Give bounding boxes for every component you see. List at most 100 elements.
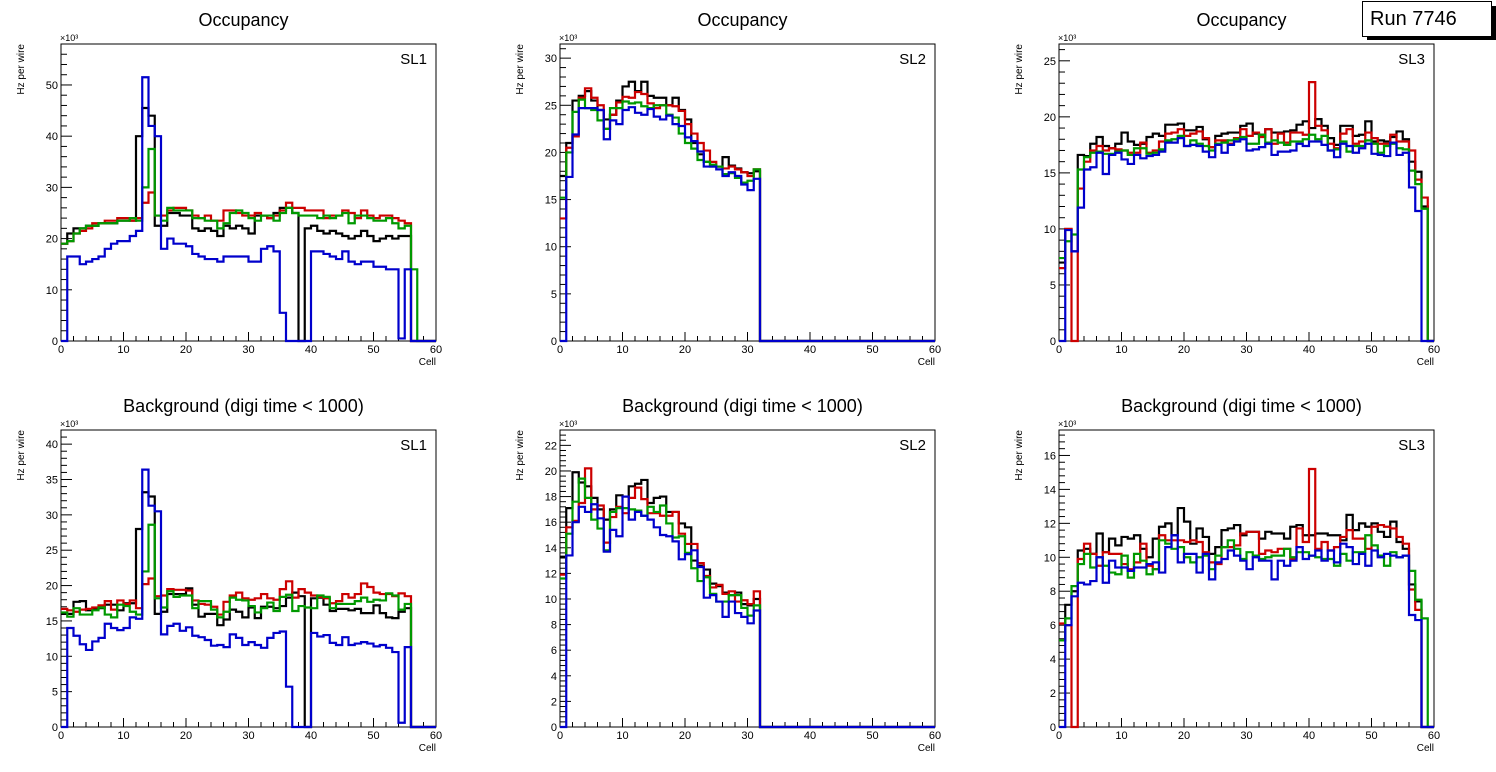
run-label: Run 7746	[1370, 8, 1457, 30]
series-green	[1059, 534, 1434, 729]
x-tick-label: 50	[367, 344, 379, 356]
y-tick-label: 10	[46, 651, 58, 663]
y-tick-label: 10	[46, 285, 58, 297]
y-axis-title: Hz per wire	[16, 44, 27, 95]
series-blue	[560, 106, 935, 343]
x-tick-label: 50	[367, 730, 379, 742]
y-tick-label: 5	[1050, 280, 1056, 292]
y-axis-title: Hz per wire	[16, 430, 27, 481]
x-axis-title: Cell	[918, 743, 935, 754]
x-tick-label: 10	[616, 730, 628, 742]
y-exponent-label: ×10³	[60, 33, 78, 43]
x-axis-title: Cell	[419, 357, 436, 368]
y-tick-label: 15	[1044, 168, 1056, 180]
y-tick-label: 30	[545, 53, 557, 65]
x-tick-label: 10	[616, 344, 628, 356]
x-tick-label: 10	[117, 344, 129, 356]
y-tick-label: 16	[1044, 450, 1056, 462]
y-tick-label: 6	[1050, 620, 1056, 632]
y-tick-label: 14	[545, 543, 557, 555]
y-tick-label: 12	[545, 568, 557, 580]
y-tick-label: 20	[545, 147, 557, 159]
x-tick-label: 40	[305, 344, 317, 356]
chart-title: Occupancy	[697, 10, 787, 30]
y-tick-label: 10	[545, 242, 557, 254]
series-red	[560, 87, 935, 343]
x-tick-label: 60	[1428, 344, 1440, 356]
y-tick-label: 18	[545, 492, 557, 504]
x-axis-title: Cell	[918, 357, 935, 368]
y-tick-label: 5	[551, 289, 557, 301]
plot-frame	[1058, 43, 1435, 342]
x-tick-label: 30	[1240, 730, 1252, 742]
x-tick-label: 0	[557, 730, 563, 742]
x-tick-label: 30	[1240, 344, 1252, 356]
y-tick-label: 25	[46, 545, 58, 557]
plot-frame	[60, 429, 437, 728]
y-tick-label: 4	[551, 671, 557, 683]
series-red	[1059, 81, 1434, 343]
x-tick-label: 30	[242, 344, 254, 356]
y-axis-title: Hz per wire	[1014, 44, 1025, 95]
y-tick-label: 2	[1050, 688, 1056, 700]
x-tick-label: 50	[866, 344, 878, 356]
y-tick-label: 22	[545, 440, 557, 452]
y-tick-label: 15	[46, 616, 58, 628]
x-tick-label: 20	[679, 730, 691, 742]
x-tick-label: 30	[741, 344, 753, 356]
run-label-shadow	[1367, 36, 1496, 40]
x-tick-label: 20	[1178, 730, 1190, 742]
y-tick-label: 40	[46, 439, 58, 451]
series-blue	[560, 495, 935, 729]
x-tick-label: 40	[1303, 344, 1315, 356]
chart-title: Background (digi time < 1000)	[622, 396, 863, 416]
x-tick-label: 10	[117, 730, 129, 742]
y-tick-label: 8	[1050, 586, 1056, 598]
series-blue	[61, 468, 436, 729]
x-tick-label: 60	[430, 730, 442, 742]
x-tick-label: 0	[1056, 344, 1062, 356]
plot-frame	[559, 429, 936, 728]
run-label-box: Run 7746	[1362, 1, 1492, 37]
run-label-shadow-right	[1492, 6, 1496, 40]
y-exponent-label: ×10³	[1058, 33, 1076, 43]
series-blue	[1059, 534, 1434, 729]
y-tick-label: 35	[46, 475, 58, 487]
y-tick-label: 25	[1044, 56, 1056, 68]
x-tick-label: 30	[741, 730, 753, 742]
panel-label: SL1	[400, 437, 427, 454]
y-tick-label: 0	[52, 336, 58, 348]
y-tick-label: 20	[545, 466, 557, 478]
y-tick-label: 15	[545, 195, 557, 207]
series-green	[61, 523, 436, 729]
plot-frame	[1058, 429, 1435, 728]
chart-panel-bkg-sl1: Background (digi time < 1000)0 10 20 30 40 50…	[16, 396, 442, 754]
plot-frame	[60, 43, 437, 342]
y-tick-label: 8	[551, 620, 557, 632]
y-tick-label: 10	[545, 594, 557, 606]
y-tick-label: 20	[1044, 112, 1056, 124]
panel-label: SL2	[899, 51, 926, 68]
y-tick-label: 20	[46, 234, 58, 246]
series-red	[61, 577, 436, 729]
plot-frame	[559, 43, 936, 342]
series-green	[560, 98, 935, 343]
x-tick-label: 20	[180, 344, 192, 356]
x-tick-label: 0	[1056, 730, 1062, 742]
x-tick-label: 60	[1428, 730, 1440, 742]
series-black	[61, 106, 436, 343]
x-tick-label: 40	[305, 730, 317, 742]
chart-panel-bkg-sl2: Background (digi time < 1000)0 10 20 30 40 50…	[515, 396, 941, 754]
panel-label: SL3	[1398, 51, 1425, 68]
y-tick-label: 6	[551, 645, 557, 657]
x-tick-label: 50	[1365, 730, 1377, 742]
chart-panel-occ-sl1: Occupancy 0 10 20 30 40 50 60 0 10 20 30 40 50 ×10³ Cel…	[16, 10, 442, 368]
y-axis-title: Hz per wire	[515, 44, 526, 95]
y-tick-label: 30	[46, 182, 58, 194]
chart-title: Occupancy	[1196, 10, 1286, 30]
x-tick-label: 20	[1178, 344, 1190, 356]
y-tick-label: 10	[1044, 224, 1056, 236]
y-tick-label: 14	[1044, 484, 1056, 496]
